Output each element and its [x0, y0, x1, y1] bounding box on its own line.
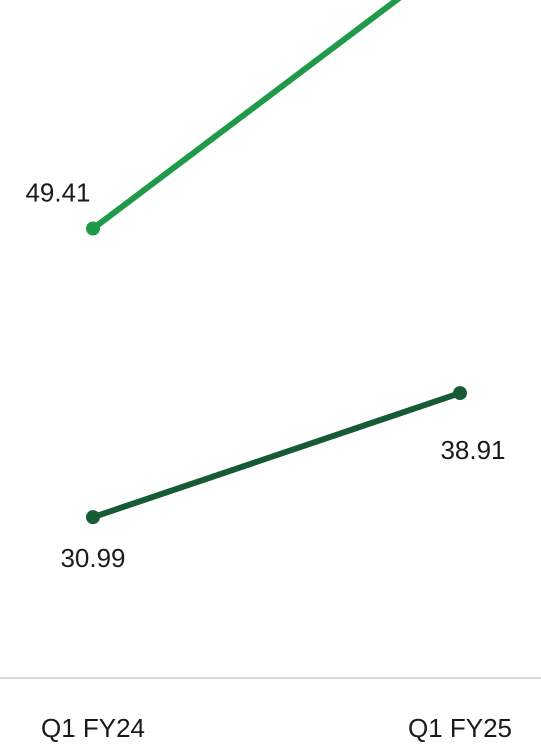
x-axis-ticks: Q1 FY24 Q1 FY25 [41, 713, 512, 743]
series-1-point-1 [86, 221, 100, 236]
x-tick-label-1: Q1 FY24 [41, 713, 145, 743]
series-1: 49.4167.04 [25, 0, 402, 236]
series-1-line [90, 0, 402, 232]
series-2-point-1 [86, 510, 100, 525]
series-2: 30.99 38.91 [60, 386, 506, 573]
series-1-data-label-1: 49.41 [25, 178, 90, 208]
series-2-data-label-1: 30.99 [60, 543, 125, 573]
series-2-point-2 [453, 386, 467, 401]
x-tick-label-2: Q1 FY25 [408, 713, 512, 743]
series-2-line [90, 390, 463, 521]
series-2-data-label-2: 38.91 [440, 435, 505, 465]
series-layer: 49.4167.04 30.99 38.91 [25, 0, 506, 573]
